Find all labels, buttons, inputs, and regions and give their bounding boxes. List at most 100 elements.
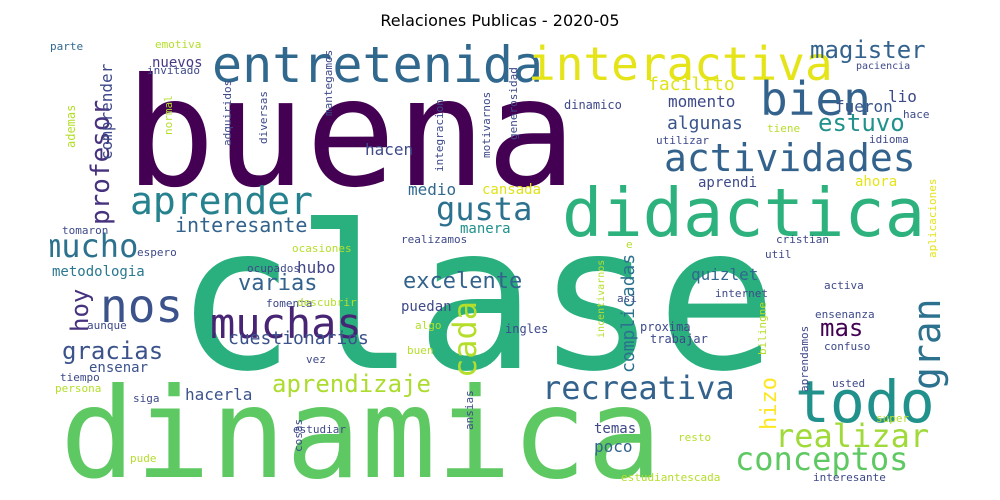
- cloud-word: didactica: [562, 174, 925, 252]
- cloud-word: idioma: [869, 133, 909, 146]
- cloud-word: hubo: [297, 258, 336, 277]
- cloud-word: utilizar: [656, 134, 709, 147]
- cloud-word: internet: [715, 287, 768, 300]
- cloud-word: muchas: [210, 299, 362, 348]
- cloud-word: estudiar: [293, 423, 346, 436]
- cloud-word: espero: [137, 246, 177, 259]
- cloud-word: mucho: [50, 227, 138, 265]
- chart-title: Relaciones Publicas - 2020-05: [380, 11, 620, 30]
- cloud-word: quizlet: [691, 265, 758, 284]
- cloud-word: aprender: [130, 179, 313, 223]
- word-cloud: buena clase dinamica didactica entretenida in…: [42, 35, 950, 500]
- cloud-word: gracias: [62, 337, 163, 365]
- cloud-word: motivarnos: [480, 92, 493, 158]
- cloud-word: fueron: [835, 97, 893, 116]
- cloud-word: activa: [824, 279, 864, 292]
- cloud-word: dinamico: [564, 98, 622, 112]
- cloud-word: magister: [810, 36, 926, 64]
- cloud-word: usted: [832, 377, 865, 390]
- cloud-word: clase: [175, 183, 777, 416]
- cloud-word: complicadas: [618, 254, 639, 373]
- cloud-word: tomaron: [62, 224, 108, 237]
- cloud-word: tiene: [767, 122, 800, 135]
- cloud-word: estudiantescada: [621, 471, 720, 484]
- cloud-word: invitado: [147, 64, 200, 77]
- cloud-word: algunas: [667, 113, 743, 134]
- cloud-word: aunque: [87, 319, 127, 332]
- cloud-word: actividades: [664, 136, 916, 180]
- cloud-word: cuestionarios: [228, 328, 369, 349]
- cloud-word: temas: [594, 421, 636, 437]
- cloud-word: emotiva: [155, 38, 201, 51]
- cloud-word: gran: [905, 298, 949, 390]
- cloud-word: excelente: [403, 269, 522, 294]
- cloud-word: generosidad: [507, 67, 520, 140]
- cloud-word: lio: [888, 87, 917, 106]
- cloud-word: parte: [50, 40, 83, 53]
- cloud-word: aprendizaje: [272, 370, 431, 398]
- cloud-word: integracion: [433, 99, 446, 172]
- cloud-word: fomenta: [266, 297, 312, 310]
- word-cloud-canvas: buenaclasedinamicadidacticaentretenidain…: [42, 36, 949, 500]
- cloud-word: siga: [133, 392, 160, 405]
- cloud-word: hacerla: [185, 385, 252, 404]
- cloud-word: aprendi: [698, 175, 757, 191]
- cloud-word: resto: [678, 431, 711, 444]
- cloud-word: cosas: [292, 419, 305, 452]
- cloud-word: varias: [238, 271, 317, 296]
- cloud-word: interactiva: [528, 37, 833, 91]
- cloud-word: paciencia: [856, 61, 910, 72]
- cloud-word: algo: [415, 319, 442, 332]
- cloud-word: vez: [306, 353, 326, 366]
- cloud-word: persona: [55, 382, 101, 395]
- cloud-word: estuvo: [818, 109, 905, 137]
- cloud-word: puedan: [401, 299, 452, 315]
- cloud-word: dinamica: [60, 362, 662, 485]
- cloud-word: medio: [408, 180, 456, 199]
- cloud-word: comprender: [97, 63, 116, 160]
- cloud-word: nuevos: [152, 55, 203, 71]
- cloud-word: e: [626, 238, 633, 251]
- cloud-word: cada: [446, 301, 484, 378]
- cloud-word: tiempo: [60, 371, 100, 384]
- cloud-word: ensenanza: [815, 308, 875, 321]
- cloud-word: bilingne: [756, 302, 769, 355]
- cloud-word: proxima: [640, 320, 691, 334]
- cloud-word: ingles: [505, 322, 548, 336]
- cloud-word: hace: [903, 108, 930, 121]
- cloud-word: recreativa: [542, 369, 735, 407]
- cloud-word: hacen: [365, 140, 413, 159]
- cloud-word: ensenar: [89, 360, 148, 376]
- cloud-word: realizar: [775, 417, 929, 455]
- cloud-word: manera: [460, 221, 511, 237]
- cloud-word: cristian: [776, 233, 829, 246]
- cloud-word: hoy: [66, 289, 94, 332]
- cloud-word: profesor: [86, 100, 116, 225]
- cloud-word: trabajar: [650, 332, 708, 346]
- cloud-word: buena: [125, 47, 577, 221]
- cloud-word: hizo: [757, 377, 782, 430]
- cloud-word: ademas: [64, 105, 78, 148]
- cloud-word: nos: [100, 279, 183, 333]
- cloud-word: realizamos: [401, 233, 467, 246]
- cloud-word: gusta: [436, 190, 532, 228]
- cloud-word: diversas: [257, 91, 270, 144]
- cloud-word: normal: [162, 95, 175, 135]
- cloud-word: pude: [130, 452, 157, 465]
- cloud-word: mantegamos: [322, 50, 335, 116]
- cloud-word: descubrir: [297, 296, 357, 309]
- cloud-word: ahora: [855, 174, 897, 190]
- cloud-word: adquiridos: [221, 80, 234, 146]
- cloud-word: super: [876, 412, 909, 425]
- cloud-word: metodologia: [52, 264, 145, 280]
- cloud-word: asi: [617, 292, 637, 305]
- cloud-word: aplicaciones: [926, 179, 939, 258]
- cloud-word: aprendamos: [798, 326, 811, 392]
- cloud-word: mas: [820, 314, 863, 342]
- cloud-word: incentivarnos: [596, 260, 607, 338]
- cloud-word: momento: [668, 92, 735, 111]
- cloud-word: confuso: [824, 340, 870, 353]
- cloud-word: ansias: [463, 390, 476, 430]
- cloud-word: facilito: [648, 74, 735, 95]
- cloud-word: util: [765, 248, 792, 261]
